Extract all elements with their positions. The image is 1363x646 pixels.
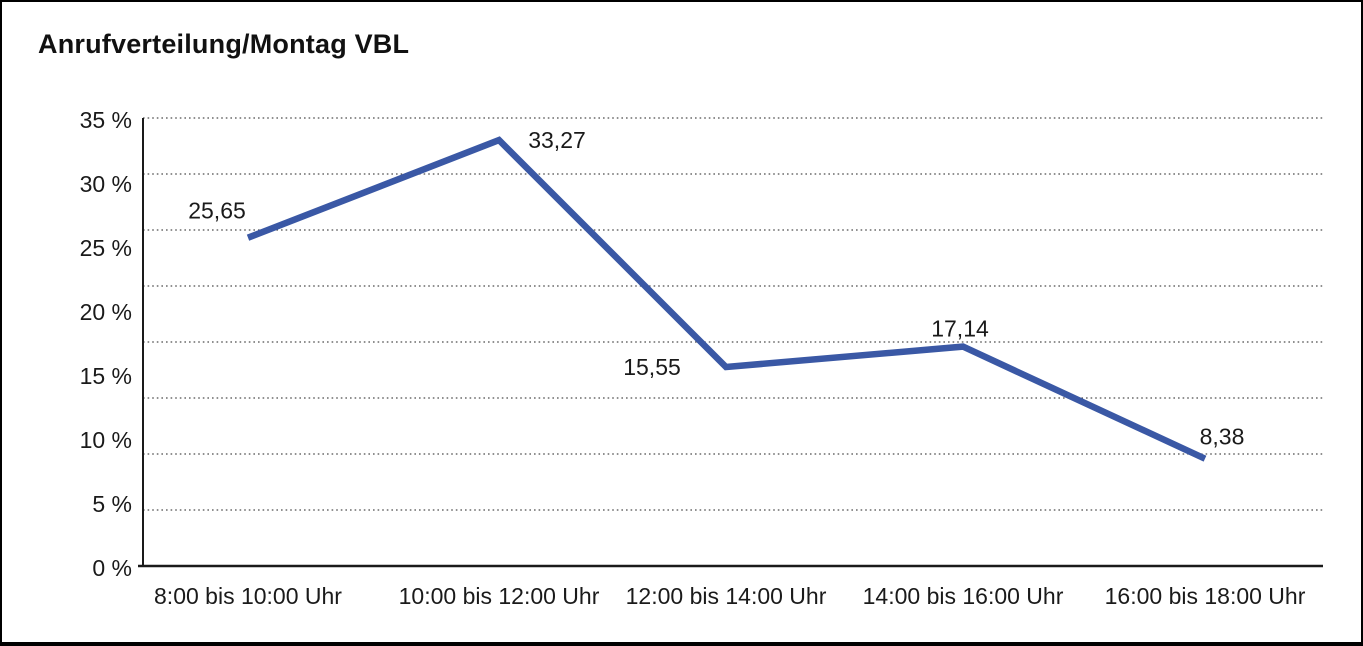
y-tick-label: 35 % (80, 107, 132, 133)
data-labels: 25,65 33,27 15,55 17,14 8,38 (188, 127, 1244, 450)
axes (138, 118, 1323, 568)
x-axis-labels: 8:00 bis 10:00 Uhr 10:00 bis 12:00 Uhr 12:… (154, 583, 1306, 609)
y-axis-labels: 35 % 30 % 25 % 20 % 15 % 10 % 5 % 0 % (80, 107, 132, 581)
y-tick-label: 0 % (92, 555, 132, 581)
data-line-series (246, 136, 1207, 462)
y-tick-label: 20 % (80, 299, 132, 325)
x-tick-label: 10:00 bis 12:00 Uhr (399, 583, 600, 609)
chart-title: Anrufverteilung/Montag VBL (38, 29, 410, 59)
data-label: 33,27 (528, 127, 586, 153)
y-tick-label: 10 % (80, 427, 132, 453)
data-label: 25,65 (188, 198, 246, 224)
y-tick-label: 15 % (80, 363, 132, 389)
data-label: 17,14 (931, 316, 989, 342)
gridlines (143, 117, 1323, 511)
x-tick-label: 16:00 bis 18:00 Uhr (1105, 583, 1306, 609)
y-tick-label: 30 % (80, 171, 132, 197)
data-label: 8,38 (1200, 424, 1245, 450)
y-tick-label: 5 % (92, 491, 132, 517)
x-tick-label: 12:00 bis 14:00 Uhr (626, 583, 827, 609)
y-tick-label: 25 % (80, 235, 132, 261)
x-tick-label: 14:00 bis 16:00 Uhr (863, 583, 1064, 609)
data-label: 15,55 (623, 354, 681, 380)
x-tick-label: 8:00 bis 10:00 Uhr (154, 583, 342, 609)
